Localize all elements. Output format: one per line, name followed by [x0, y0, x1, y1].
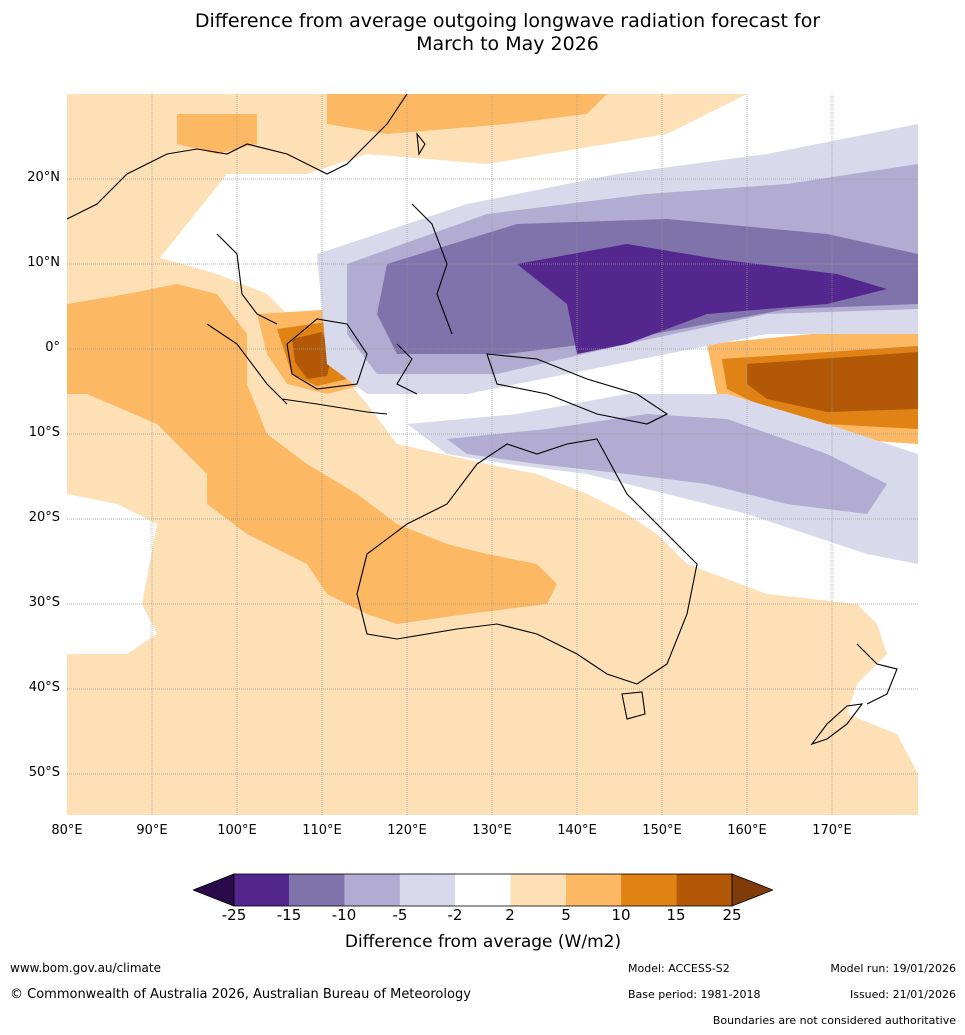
colorbar-swatch-7 [565, 874, 622, 906]
lon-label-140e: 140°E [557, 823, 597, 838]
map-title: Difference from average outgoing longwav… [0, 10, 965, 56]
footer-base-period: Base period: 1981-2018 [628, 988, 761, 1001]
band-15-25-borneo [292, 332, 332, 379]
lon-label-160e: 160°E [727, 823, 767, 838]
coastlines [67, 94, 898, 746]
anomaly-shading [67, 94, 918, 815]
colorbar-swatch-2 [289, 874, 345, 906]
lat-label-10n: 10°N [27, 255, 60, 270]
lat-label-30s: 30°S [28, 595, 60, 610]
coast-new-zealand-north [856, 643, 898, 705]
colorbar-tick-3: -5 [392, 906, 408, 924]
lat-label-20s: 20°S [28, 510, 60, 525]
title-line-2: March to May 2026 [416, 33, 599, 55]
coast-asia [67, 94, 408, 220]
anomaly-map [67, 94, 918, 815]
lon-label-100e: 100°E [217, 823, 257, 838]
lat-label-40s: 40°S [28, 680, 60, 695]
coast-sumatra [206, 323, 288, 405]
footer-model-run: Model run: 19/01/2026 [830, 962, 956, 975]
lat-label-20n: 20°N [27, 170, 60, 185]
lat-label-50s: 50°S [28, 765, 60, 780]
colorbar-title: Difference from average (W/m2) [344, 932, 622, 952]
coast-sulawesi [396, 343, 418, 395]
lon-label-90e: 90°E [136, 823, 168, 838]
coast-tasmania [621, 691, 646, 720]
coast-new-zealand-south [810, 703, 864, 746]
colorbar-swatch-5 [455, 874, 511, 906]
lon-label-80e: 80°E [51, 823, 83, 838]
colorbar-swatch-4 [399, 874, 456, 906]
colorbar-tick-9: 25 [722, 906, 742, 924]
colorbar-tick-7: 10 [611, 906, 631, 924]
band-2-5-indian-ocean [67, 254, 918, 815]
coast-indochina [216, 233, 278, 325]
graticule [67, 94, 918, 815]
colorbar-swatch-1 [234, 874, 290, 906]
map-canvas [67, 94, 918, 815]
coast-java [281, 398, 388, 415]
lon-label-130e: 130°E [472, 823, 512, 838]
coast-australia [356, 438, 698, 685]
colorbar-swatch-3 [344, 874, 400, 906]
band-5-10-indian-ocean [67, 284, 557, 624]
footer-model: Model: ACCESS-S2 [628, 962, 730, 975]
coast-new-guinea [486, 353, 669, 425]
colorbar-swatch-6 [510, 874, 566, 906]
coast-philippines [411, 203, 453, 335]
colorbar-tick-1: -15 [276, 906, 302, 924]
footer-copyright: © Commonwealth of Australia 2026, Austra… [10, 987, 471, 1002]
band-neg15-25-north-pacific [517, 244, 887, 354]
colorbar-swatch-9 [676, 874, 732, 906]
band-15-25-pacific [747, 352, 918, 412]
colorbar-tick-0: -25 [221, 906, 247, 924]
footer-url[interactable]: www.bom.gov.au/climate [10, 961, 161, 975]
lon-label-120e: 120°E [387, 823, 427, 838]
colorbar-tick-5: 2 [505, 906, 515, 924]
colorbar-tick-8: 15 [666, 906, 686, 924]
lon-label-110e: 110°E [302, 823, 342, 838]
colorbar-tick-2: -10 [331, 906, 357, 924]
lat-label-10s: 10°S [28, 425, 60, 440]
lon-label-150e: 150°E [642, 823, 682, 838]
colorbar-swatch-8 [621, 874, 677, 906]
footer-issued: Issued: 21/01/2026 [849, 988, 956, 1001]
coast-borneo [286, 318, 368, 390]
band-neg5-10-south-pacific [447, 414, 887, 514]
colorbar [193, 873, 773, 907]
lon-label-170e: 170°E [812, 823, 852, 838]
footer-disclaimer: Boundaries are not considered authoritat… [712, 1014, 956, 1027]
coast-taiwan [416, 132, 426, 156]
band-5-10-north [327, 94, 607, 134]
band-2-5-northwest [67, 94, 747, 324]
colorbar-extend-high [731, 873, 773, 907]
title-line-1: Difference from average outgoing longwav… [194, 10, 821, 32]
lat-label-0: 0° [45, 340, 60, 355]
colorbar-tick-6: 5 [561, 906, 571, 924]
colorbar-tick-4: -2 [447, 906, 463, 924]
colorbar-extend-low [193, 873, 235, 907]
